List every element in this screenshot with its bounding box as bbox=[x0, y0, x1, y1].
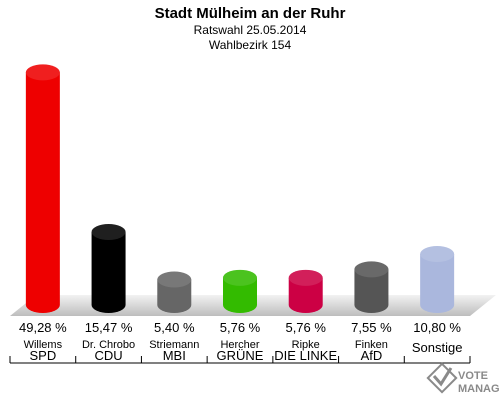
value-label: 15,47 % bbox=[85, 320, 133, 335]
bar-body bbox=[91, 231, 126, 313]
bar-cdu bbox=[91, 223, 126, 313]
party-label: CDU bbox=[94, 348, 122, 363]
bar-spd bbox=[25, 64, 60, 313]
vote-manager-logo: VOTE MANAGER bbox=[426, 362, 500, 395]
party-label: SPD bbox=[29, 348, 56, 363]
party-label: AfD bbox=[361, 348, 383, 363]
bar-mbi bbox=[157, 271, 192, 313]
bar-body bbox=[223, 277, 257, 313]
candidate-label: Dr. Chrobo bbox=[82, 339, 135, 351]
bar-sonstige bbox=[420, 246, 455, 313]
candidate-label: Striemann bbox=[149, 339, 199, 351]
bar-die-linke bbox=[288, 269, 323, 313]
chart-title: Stadt Mülheim an der Ruhr bbox=[155, 5, 346, 22]
value-label: 10,80 % bbox=[413, 320, 461, 335]
party-label: MBI bbox=[163, 348, 186, 363]
bar-gr-ne bbox=[223, 269, 257, 313]
bar-body bbox=[157, 279, 192, 313]
party-label: Sonstige bbox=[412, 340, 463, 355]
bar-cap bbox=[223, 269, 257, 286]
bar-afd bbox=[354, 261, 389, 313]
bar-cap bbox=[354, 261, 389, 278]
value-label: 5,40 % bbox=[154, 320, 195, 335]
value-label: 5,76 % bbox=[220, 320, 261, 335]
bar-body bbox=[354, 269, 389, 313]
candidate-label: Finken bbox=[355, 339, 388, 351]
bar-cap bbox=[25, 64, 60, 81]
value-label: 7,55 % bbox=[351, 320, 392, 335]
party-label: GRÜNE bbox=[217, 348, 264, 363]
bar-body bbox=[25, 72, 60, 313]
vote-manager-check-icon bbox=[426, 362, 458, 394]
value-label: 5,76 % bbox=[285, 320, 326, 335]
chart-subtitle-district: Wahlbezirk 154 bbox=[209, 38, 292, 52]
bar-cap bbox=[91, 223, 126, 240]
bar-body bbox=[420, 254, 455, 313]
value-label: 49,28 % bbox=[19, 320, 67, 335]
logo-line-2: MANAGER bbox=[458, 383, 500, 395]
chart-subtitle-date: Ratswahl 25.05.2014 bbox=[194, 23, 307, 37]
bar-cap bbox=[157, 271, 192, 288]
bar-body bbox=[288, 277, 323, 313]
candidate-label: Willems bbox=[24, 339, 63, 351]
candidate-label: Ripke bbox=[292, 339, 320, 351]
bar-cap bbox=[288, 269, 323, 286]
ticks-layer bbox=[9, 356, 471, 363]
bars-layer bbox=[25, 64, 455, 313]
bar-cap bbox=[420, 246, 455, 263]
candidate-label: Hercher bbox=[220, 339, 259, 351]
party-label: DIE LINKE bbox=[274, 348, 337, 363]
logo-line-1: VOTE bbox=[458, 370, 488, 382]
